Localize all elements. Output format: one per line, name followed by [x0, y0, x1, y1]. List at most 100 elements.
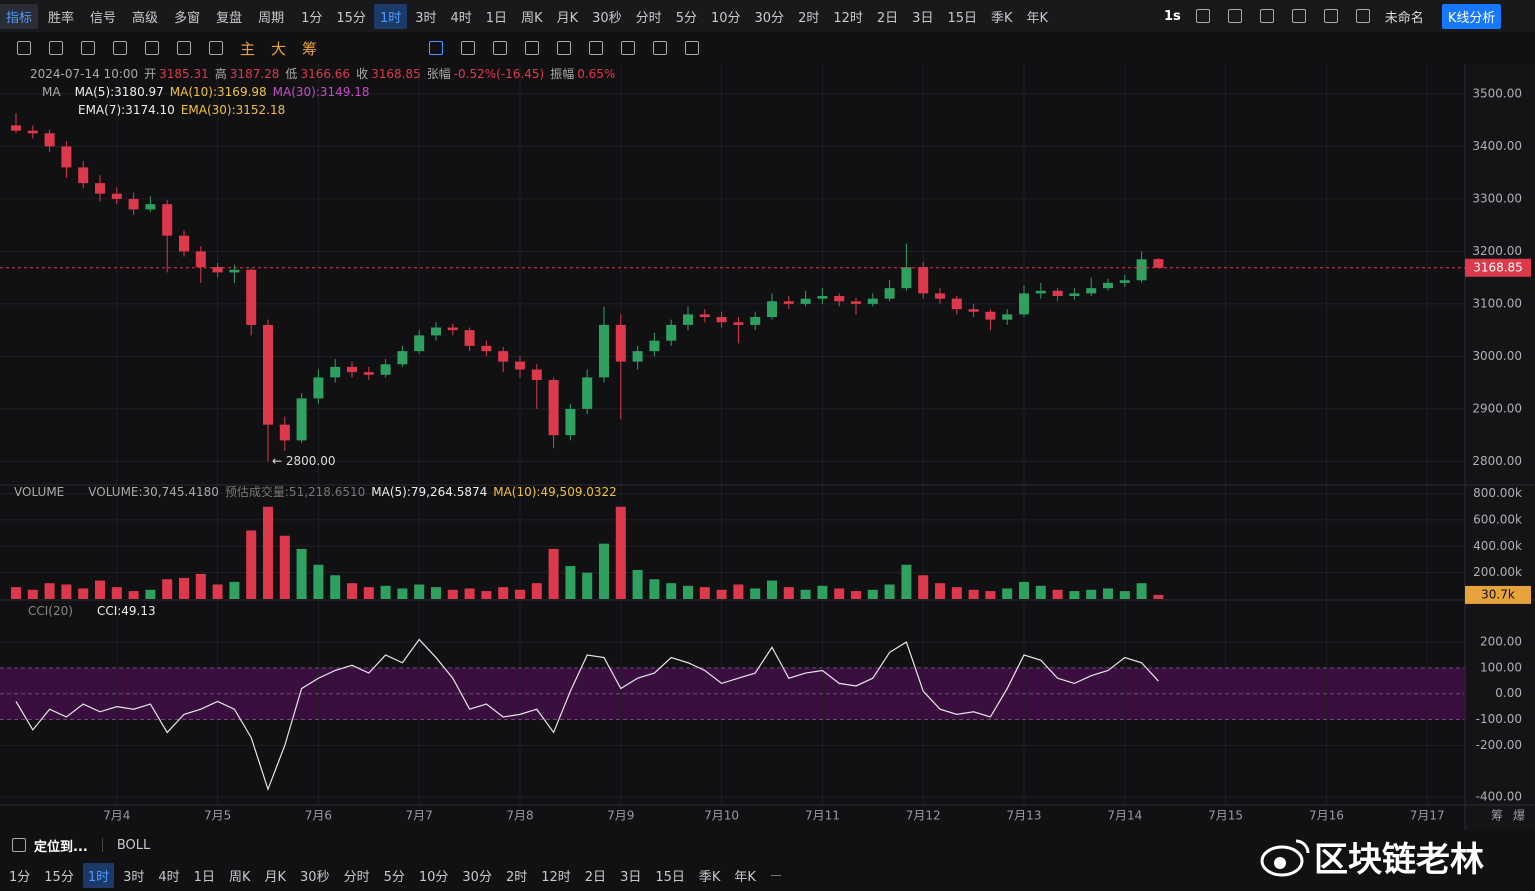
tool-icon[interactable]: [429, 41, 443, 55]
period-item[interactable]: 3时: [123, 869, 145, 885]
toolbar-item[interactable]: 分时: [635, 10, 662, 26]
indicator-toggle[interactable]: 主: [240, 39, 256, 58]
toolbar-item[interactable]: 胜率: [48, 10, 75, 26]
toolbar-item[interactable]: 周K: [521, 10, 543, 26]
tool-icon[interactable]: [461, 41, 475, 55]
locate-button[interactable]: 定位到...: [34, 839, 88, 855]
toolbar-item[interactable]: 高级: [132, 10, 159, 26]
volume-bar: [666, 583, 677, 599]
tool-icon[interactable]: [493, 41, 507, 55]
legend-item: 3168.85: [371, 67, 421, 81]
tool-icon[interactable]: [1355, 9, 1370, 23]
tool-icon[interactable]: [1291, 9, 1306, 23]
tool-icon[interactable]: [145, 41, 159, 55]
analysis-button[interactable]: K线分析: [1441, 3, 1502, 29]
period-item[interactable]: 10分: [418, 869, 449, 885]
tool-icon[interactable]: [653, 41, 667, 55]
volume-bar: [817, 585, 828, 599]
toolbar-item[interactable]: 1日: [485, 10, 508, 26]
volume-bar: [1002, 588, 1013, 599]
tool-icon[interactable]: [589, 41, 603, 55]
candle-body: [111, 193, 122, 199]
toolbar-item[interactable]: 季K: [991, 10, 1013, 26]
workspace-name[interactable]: 未命名: [1384, 10, 1424, 26]
period-item[interactable]: 周K: [228, 869, 251, 885]
interval[interactable]: 1s: [1164, 8, 1181, 24]
period-item[interactable]: 30分: [462, 869, 492, 885]
period-item[interactable]: 3日: [620, 869, 642, 885]
period-item[interactable]: 12时: [541, 869, 571, 885]
tool-icon[interactable]: [209, 41, 223, 55]
toolbar-item[interactable]: 4时: [450, 10, 472, 26]
toolbar-item[interactable]: 月K: [556, 10, 579, 26]
tool-icon[interactable]: [1323, 9, 1338, 23]
candle-body: [531, 369, 542, 381]
candle-body: [414, 335, 425, 352]
tool-icon[interactable]: [17, 41, 31, 55]
period-item[interactable]: 月K: [264, 869, 287, 885]
toolbar-item[interactable]: 信号: [90, 10, 117, 26]
volume-bar: [397, 588, 408, 599]
tool-icon[interactable]: [177, 41, 191, 55]
tool-icon[interactable]: [685, 41, 699, 55]
period-item[interactable]: 30秒: [300, 869, 330, 885]
tool-icon[interactable]: [525, 41, 539, 55]
toolbar-item[interactable]: 1时: [373, 3, 408, 29]
candle-body: [363, 372, 374, 375]
toolbar-item[interactable]: 周期: [258, 10, 285, 26]
toolbar-item[interactable]: 指标: [0, 3, 39, 29]
period-item[interactable]: 15分: [44, 869, 74, 885]
toolbar-item[interactable]: 3日: [912, 10, 934, 26]
toolbar-item[interactable]: 15分: [336, 10, 366, 26]
toolbar-item[interactable]: 2日: [876, 10, 899, 26]
legend-item: 开: [144, 67, 156, 81]
tool-icon[interactable]: [1227, 9, 1242, 23]
legend-item: 振幅: [550, 66, 574, 81]
y-tick-label: -100.00: [1476, 712, 1522, 726]
toolbar-item[interactable]: 复盘: [216, 10, 243, 26]
toolbar-item[interactable]: 3时: [415, 10, 437, 26]
candle-body: [380, 364, 391, 375]
indicator-toggle[interactable]: 筹: [302, 39, 318, 58]
tool-icon[interactable]: [49, 41, 63, 55]
period-item[interactable]: 年K: [734, 869, 756, 885]
period-item[interactable]: 1日: [193, 869, 215, 885]
toolbar-item[interactable]: 30分: [754, 10, 785, 26]
indicator-toggle[interactable]: 大: [271, 39, 287, 58]
toolbar-item[interactable]: 年K: [1026, 10, 1049, 26]
legend-row: EMA(7):3174.10 EMA(30):3152.18: [78, 103, 285, 117]
volume-bar: [11, 587, 21, 599]
tool-icon[interactable]: [621, 41, 635, 55]
volume-bar: [683, 585, 693, 599]
tool-icon[interactable]: [81, 41, 95, 55]
indicator-tab[interactable]: BOLL: [116, 837, 151, 853]
toolbar-item[interactable]: 12时: [833, 10, 863, 26]
toolbar-item[interactable]: 1分: [301, 10, 323, 26]
period-item[interactable]: 1时: [82, 862, 115, 888]
tool-icon[interactable]: [1259, 9, 1274, 23]
tool-icon[interactable]: [1195, 9, 1210, 23]
period-item[interactable]: 分时: [343, 869, 370, 885]
candle-body: [498, 351, 509, 362]
candle-body: [515, 361, 525, 370]
toolbar-item[interactable]: 30秒: [592, 10, 622, 26]
toolbar-item[interactable]: 5分: [675, 10, 697, 26]
period-item[interactable]: 2日: [584, 869, 607, 885]
x-tick-label: 7月15: [1208, 809, 1243, 823]
period-item[interactable]: 15日: [655, 869, 685, 885]
toolbar-item[interactable]: 10分: [710, 10, 741, 26]
volume-bar: [918, 575, 929, 599]
period-item[interactable]: 季K: [698, 869, 721, 885]
tool-icon[interactable]: [113, 41, 127, 55]
period-item[interactable]: 4时: [158, 869, 180, 885]
candle-body: [733, 322, 744, 325]
tool-icon[interactable]: [557, 41, 571, 55]
toolbar-item[interactable]: 多窗: [174, 10, 201, 26]
calendar-icon[interactable]: [12, 838, 26, 852]
period-item[interactable]: 5分: [383, 869, 405, 885]
toolbar-item[interactable]: 2时: [798, 10, 820, 26]
close[interactable]: [770, 874, 781, 876]
period-item[interactable]: 2时: [505, 869, 528, 885]
toolbar-item[interactable]: 15日: [947, 10, 977, 26]
period-item[interactable]: 1分: [9, 869, 31, 885]
